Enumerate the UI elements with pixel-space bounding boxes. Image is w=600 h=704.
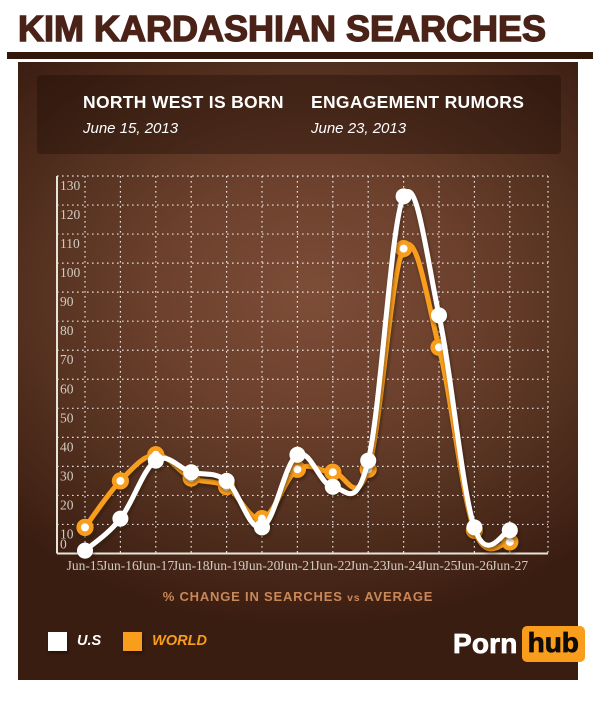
logo-hub-box: hub <box>521 626 585 662</box>
line-chart-svg: 0102030405060708090100110120130Jun-15Jun… <box>56 175 549 573</box>
svg-text:60: 60 <box>60 381 74 396</box>
infographic-panel: NORTH WEST IS BORN June 15, 2013 ENGAGEM… <box>18 62 585 680</box>
svg-text:90: 90 <box>60 294 74 309</box>
svg-text:Jun-26: Jun-26 <box>456 558 493 573</box>
pornhub-logo: Porn hub <box>453 626 585 662</box>
svg-text:Jun-23: Jun-23 <box>350 558 387 573</box>
title-underline <box>7 52 593 59</box>
svg-text:Jun-16: Jun-16 <box>102 558 139 573</box>
svg-text:70: 70 <box>60 352 74 367</box>
svg-text:80: 80 <box>60 323 74 338</box>
svg-text:10: 10 <box>60 526 74 541</box>
annotation-heading: NORTH WEST IS BORN <box>83 92 284 112</box>
svg-text:Jun-20: Jun-20 <box>244 558 281 573</box>
legend-swatch-us <box>48 631 67 651</box>
svg-text:Jun-24: Jun-24 <box>385 558 422 573</box>
svg-text:100: 100 <box>60 265 81 280</box>
caption-main-1: % CHANGE IN SEARCHES <box>162 589 343 604</box>
caption-vs: vs <box>347 592 361 604</box>
svg-text:0: 0 <box>60 537 67 552</box>
svg-text:Jun-22: Jun-22 <box>314 558 351 573</box>
page-title: KIM KARDASHIAN SEARCHES <box>17 7 547 49</box>
svg-text:50: 50 <box>60 410 74 425</box>
searches-line-chart: 0 10 20 30 40 50 60 70 80 90 100 110 120 130 Jun-15 Jun… <box>45 170 580 582</box>
annotation-heading: ENGAGEMENT RUMORS <box>311 92 525 112</box>
svg-text:20: 20 <box>60 497 74 512</box>
svg-text:Jun-25: Jun-25 <box>421 558 458 573</box>
grid-lines: 0102030405060708090100110120130Jun-15Jun… <box>57 175 549 573</box>
svg-text:30: 30 <box>60 468 74 483</box>
chart-legend: U.S WORLD <box>48 630 207 652</box>
svg-text:110: 110 <box>60 236 80 251</box>
svg-text:Jun-18: Jun-18 <box>173 558 210 573</box>
x-axis-caption: % CHANGE IN SEARCHES vs AVERAGE <box>18 589 578 604</box>
legend-swatch-world <box>123 631 143 651</box>
legend-label-us: U.S <box>77 633 102 649</box>
caption-main-2: AVERAGE <box>364 589 434 604</box>
svg-text:120: 120 <box>60 207 81 222</box>
svg-text:40: 40 <box>60 439 74 454</box>
annotation-engagement: ENGAGEMENT RUMORS June 23, 2013 <box>311 92 524 137</box>
legend-label-world: WORLD <box>152 633 207 649</box>
annotation-date: June 15, 2013 <box>83 120 179 137</box>
logo-text-porn: Porn <box>453 628 518 660</box>
series-us <box>77 188 518 559</box>
svg-text:Jun-21: Jun-21 <box>279 558 316 573</box>
svg-text:Jun-27: Jun-27 <box>491 558 528 573</box>
annotation-box: NORTH WEST IS BORN June 15, 2013 ENGAGEM… <box>37 75 561 154</box>
annotation-north-west: NORTH WEST IS BORN June 15, 2013 <box>83 92 284 137</box>
svg-text:Jun-17: Jun-17 <box>137 558 174 573</box>
annotation-date: June 23, 2013 <box>311 120 407 137</box>
svg-text:Jun-19: Jun-19 <box>208 558 245 573</box>
logo-text-hub: hub <box>527 627 579 659</box>
svg-text:Jun-15: Jun-15 <box>67 558 104 573</box>
svg-text:130: 130 <box>60 178 81 193</box>
